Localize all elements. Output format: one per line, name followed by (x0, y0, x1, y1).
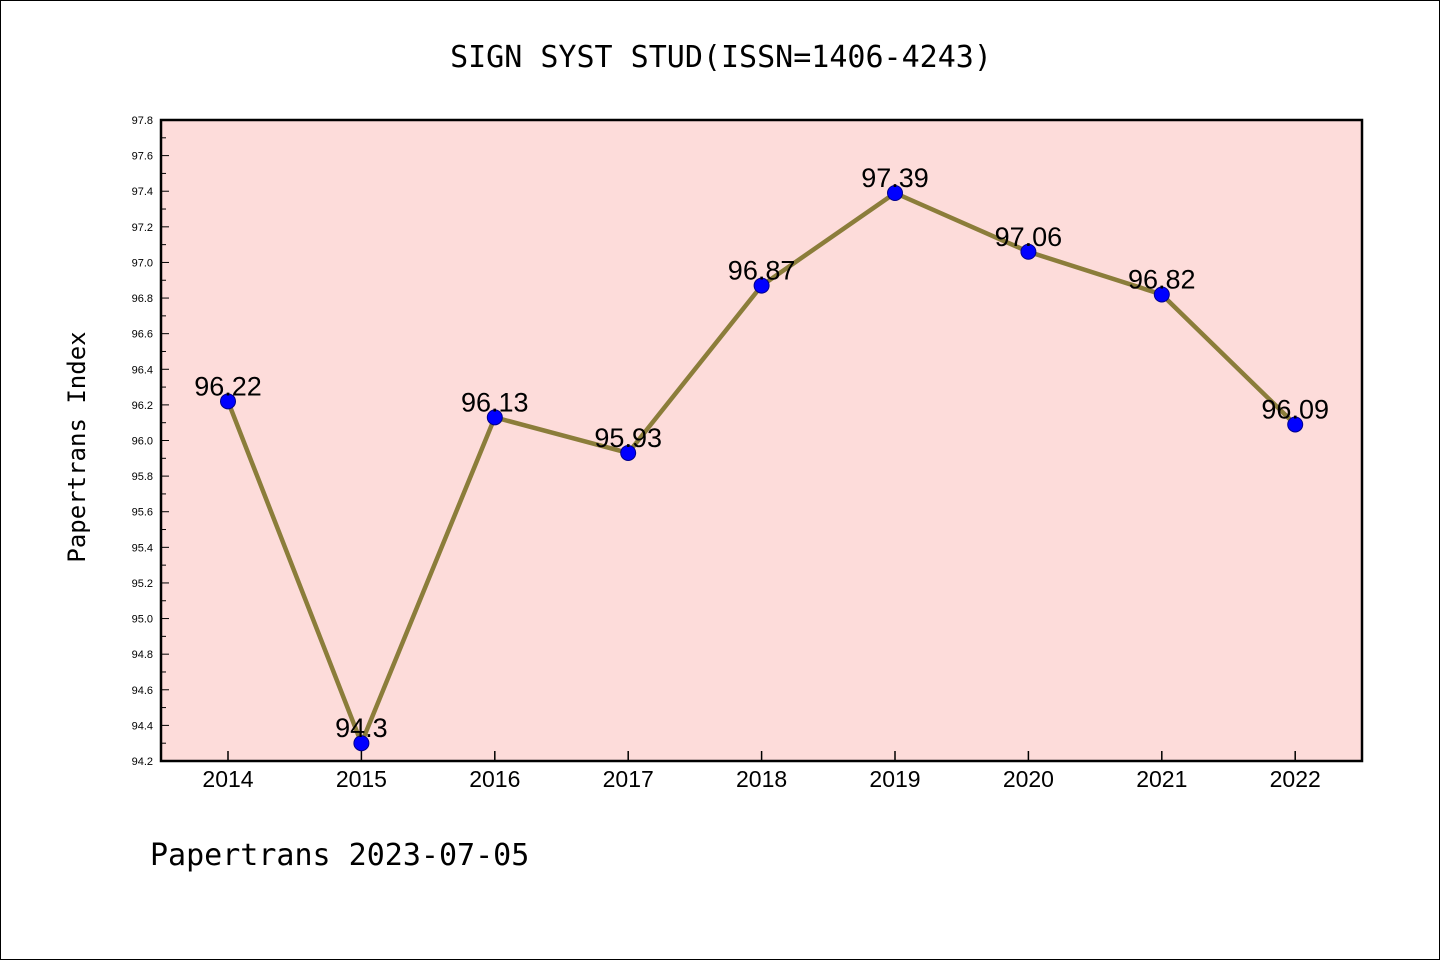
y-tick-label: 95.6 (132, 507, 153, 519)
plot-area (159, 118, 1364, 763)
x-tick-label: 2021 (1136, 766, 1187, 792)
y-tick-label: 95.2 (132, 578, 153, 590)
y-tick-label: 97.4 (132, 186, 153, 198)
data-label: 96.87 (728, 256, 796, 286)
y-tick-label: 97.0 (132, 257, 153, 269)
x-tick-label: 2016 (469, 766, 520, 792)
data-label: 97.06 (995, 222, 1063, 252)
data-point (353, 735, 370, 752)
data-label: 94.3 (335, 713, 388, 743)
x-tick-label: 2017 (603, 766, 654, 792)
data-point (753, 277, 770, 294)
chart-title: SIGN SYST STUD(ISSN=1406-4243) (450, 40, 992, 75)
data-label: 96.09 (1261, 394, 1329, 424)
data-label: 96.13 (461, 387, 529, 417)
x-axis: 2014 2015 2016 2017 2018 2019 2020 2021 2022 (202, 751, 1321, 792)
x-tick-label: 2015 (336, 766, 387, 792)
data-point (220, 393, 236, 410)
y-tick-label: 96.8 (132, 293, 153, 305)
y-tick-label: 97.6 (132, 151, 153, 163)
x-tick-label: 2020 (1003, 766, 1054, 792)
y-tick-label: 96.4 (132, 364, 153, 376)
data-point (486, 409, 503, 426)
y-tick-label: 95.4 (132, 542, 153, 554)
y-tick-label: 94.8 (132, 649, 153, 661)
data-point (620, 444, 637, 461)
footer-date: Papertrans 2023-07-05 (150, 838, 529, 873)
y-axis: 94.2 94.4 94.6 94.8 95.0 95.2 95.4 95.6 95.8 96.0… (132, 115, 169, 768)
data-labels: 96.22 94.3 96.13 95.93 96.87 97.39 97.06 96.82 9… (194, 163, 1329, 743)
y-tick-label: 97.8 (132, 115, 153, 127)
data-point (1287, 416, 1304, 433)
y-tick-label: 94.6 (132, 685, 153, 697)
x-tick-label: 2018 (736, 766, 787, 792)
series-markers (220, 185, 1304, 752)
data-point (1020, 243, 1037, 260)
y-tick-label: 95.8 (132, 471, 153, 483)
y-tick-label: 96.2 (132, 400, 153, 412)
y-tick-label: 96.0 (132, 436, 153, 448)
data-label: 96.22 (194, 371, 262, 401)
data-label: 97.39 (861, 163, 929, 193)
y-axis-label: Papertrans Index (63, 331, 91, 562)
y-tick-label: 94.4 (132, 720, 153, 732)
y-tick-label: 94.2 (132, 756, 153, 768)
y-tick-label: 96.6 (132, 329, 153, 341)
y-tick-label: 97.2 (132, 222, 153, 234)
data-point (887, 185, 903, 202)
x-tick-label: 2019 (869, 766, 920, 792)
data-point (1153, 286, 1170, 303)
data-label: 96.82 (1128, 264, 1196, 294)
x-tick-label: 2014 (202, 766, 253, 792)
data-label: 95.93 (594, 423, 662, 453)
x-tick-label: 2022 (1270, 766, 1321, 792)
y-tick-label: 95.0 (132, 614, 153, 626)
